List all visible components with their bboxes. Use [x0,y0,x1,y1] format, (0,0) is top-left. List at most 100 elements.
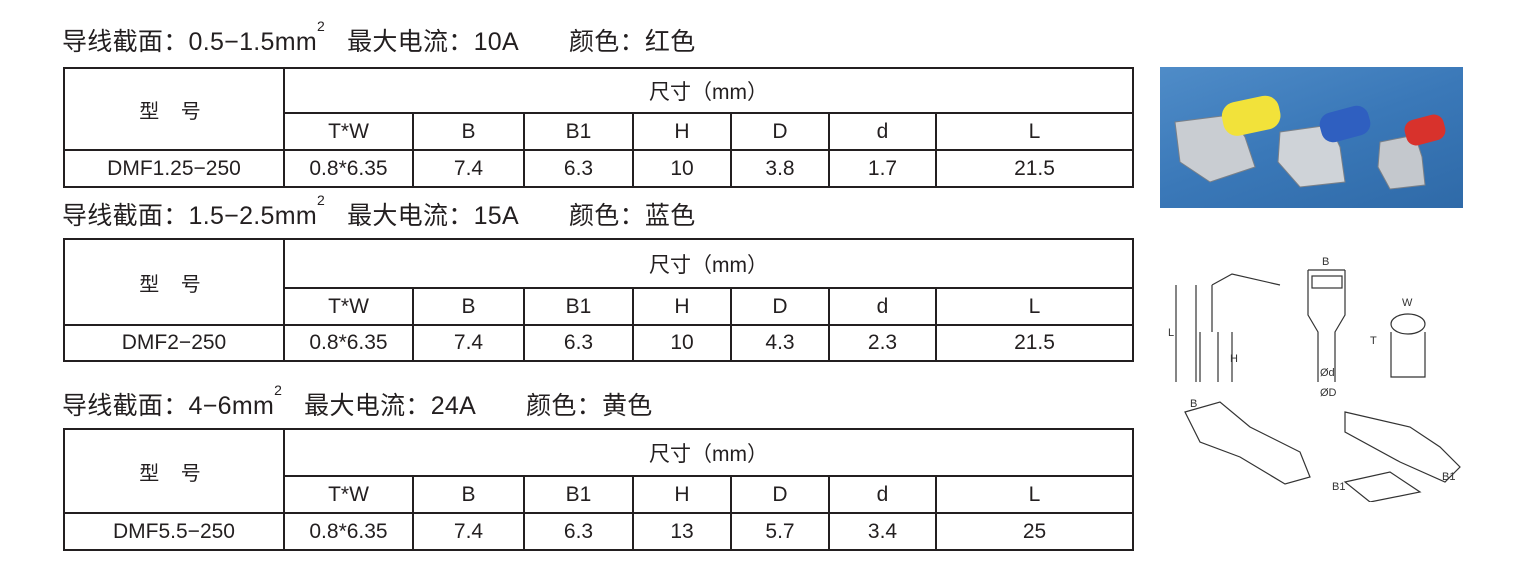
value-cell: 3.4 [828,512,937,551]
red-terminal [1377,114,1446,190]
value-cell: 5.7 [730,512,830,551]
column-header: T*W [283,287,414,326]
current-value: 10A [473,28,519,56]
current-label: 最大电流： [347,202,474,230]
dimensions-header: 尺寸（mm） [282,428,1135,477]
color-label: 颜色： [526,392,602,420]
product-photo [1160,67,1463,208]
area-label: 导线截面： [62,202,189,230]
label-B: B [1322,256,1329,268]
column-header: B [412,475,525,514]
column-header: D [730,112,830,151]
value-cell: 7.4 [412,512,525,551]
section-heading: 导线截面：0.5−1.5mm2 最大电流：10A 颜色：红色 [62,18,696,58]
dimensions-header: 尺寸（mm） [282,238,1135,289]
column-header: D [730,287,830,326]
current-label: 最大电流： [304,392,431,420]
value-cell: 0.8*6.35 [283,149,414,188]
color-value: 黄色 [601,392,653,420]
current-label: 最大电流： [347,28,474,56]
column-header: d [828,112,937,151]
color-label: 颜色： [568,202,645,230]
model-cell: DMF2−250 [63,324,285,362]
column-header: d [828,475,937,514]
label-T: T [1370,335,1377,347]
color-value: 红色 [644,28,696,56]
model-cell: DMF5.5−250 [63,512,285,551]
yellow-terminal [1174,95,1281,183]
label-W: W [1402,297,1413,309]
end-view: W T [1370,297,1426,378]
column-header: B1 [523,112,634,151]
model-header: 型 号 [63,67,285,151]
isometric-views: B B1 B1 [1184,398,1461,503]
value-cell: 7.4 [412,149,525,188]
column-header: L [934,112,1135,151]
color-value: 蓝色 [644,202,696,230]
area-superscript: 2 [316,192,326,208]
label-B1-iso2: B1 [1442,471,1455,483]
value-cell: 6.3 [523,149,634,188]
area-superscript: 2 [316,18,326,34]
current-value: 15A [473,202,519,230]
area-value: 4−6mm [188,392,275,420]
column-header: T*W [283,112,414,151]
current-value: 24A [430,392,477,420]
label-D: ØD [1320,387,1337,399]
value-cell: 21.5 [934,149,1135,188]
label-H: H [1230,353,1238,365]
area-label: 导线截面： [62,392,189,420]
table-row: DMF2−250 0.8*6.35 7.4 6.3 10 4.3 2.3 21.5 [63,324,1135,362]
table-row: DMF1.25−250 0.8*6.35 7.4 6.3 10 3.8 1.7 21.5 [63,149,1135,188]
dimension-drawing: L H B Ød ØD W T B B1 B1 [1160,252,1480,503]
value-cell: 6.3 [523,324,634,362]
value-cell: 10 [632,149,732,188]
model-header: 型 号 [63,428,285,514]
column-header: H [632,287,732,326]
area-label: 导线截面： [62,28,189,56]
value-cell: 2.3 [828,324,937,362]
label-B1-iso: B1 [1332,481,1345,493]
label-B-iso: B [1190,398,1197,410]
value-cell: 0.8*6.35 [283,324,414,362]
area-superscript: 2 [274,382,283,398]
value-cell: 6.3 [523,512,634,551]
column-header: D [730,475,830,514]
value-cell: 10 [632,324,732,362]
front-view: B Ød ØD [1307,256,1346,399]
model-cell: DMF1.25−250 [63,149,285,188]
column-header: H [632,112,732,151]
column-header: B [412,112,525,151]
value-cell: 3.8 [730,149,830,188]
column-header: B1 [523,287,634,326]
dimensions-header: 尺寸（mm） [282,67,1135,114]
table-row: DMF5.5−250 0.8*6.35 7.4 6.3 13 5.7 3.4 25 [63,512,1135,551]
value-cell: 4.3 [730,324,830,362]
blue-terminal [1277,105,1371,188]
column-header: B1 [523,475,634,514]
column-header: H [632,475,732,514]
area-value: 1.5−2.5mm [188,202,317,230]
value-cell: 1.7 [828,149,937,188]
column-header: L [934,475,1135,514]
value-cell: 13 [632,512,732,551]
column-header: L [934,287,1135,326]
value-cell: 25 [934,512,1135,551]
label-d: Ød [1320,367,1335,379]
column-header: d [828,287,937,326]
area-value: 0.5−1.5mm [188,28,317,56]
label-L: L [1168,327,1174,339]
side-view: L H [1168,273,1281,382]
section-heading: 导线截面：4−6mm2 最大电流：24A 颜色：黄色 [62,382,653,422]
column-header: T*W [283,475,414,514]
section-heading: 导线截面：1.5−2.5mm2 最大电流：15A 颜色：蓝色 [62,192,696,232]
value-cell: 21.5 [934,324,1135,362]
terminals-photo-illustration [1174,95,1446,190]
color-label: 颜色： [568,28,645,56]
model-header: 型 号 [63,238,285,326]
value-cell: 7.4 [412,324,525,362]
column-header: B [412,287,525,326]
